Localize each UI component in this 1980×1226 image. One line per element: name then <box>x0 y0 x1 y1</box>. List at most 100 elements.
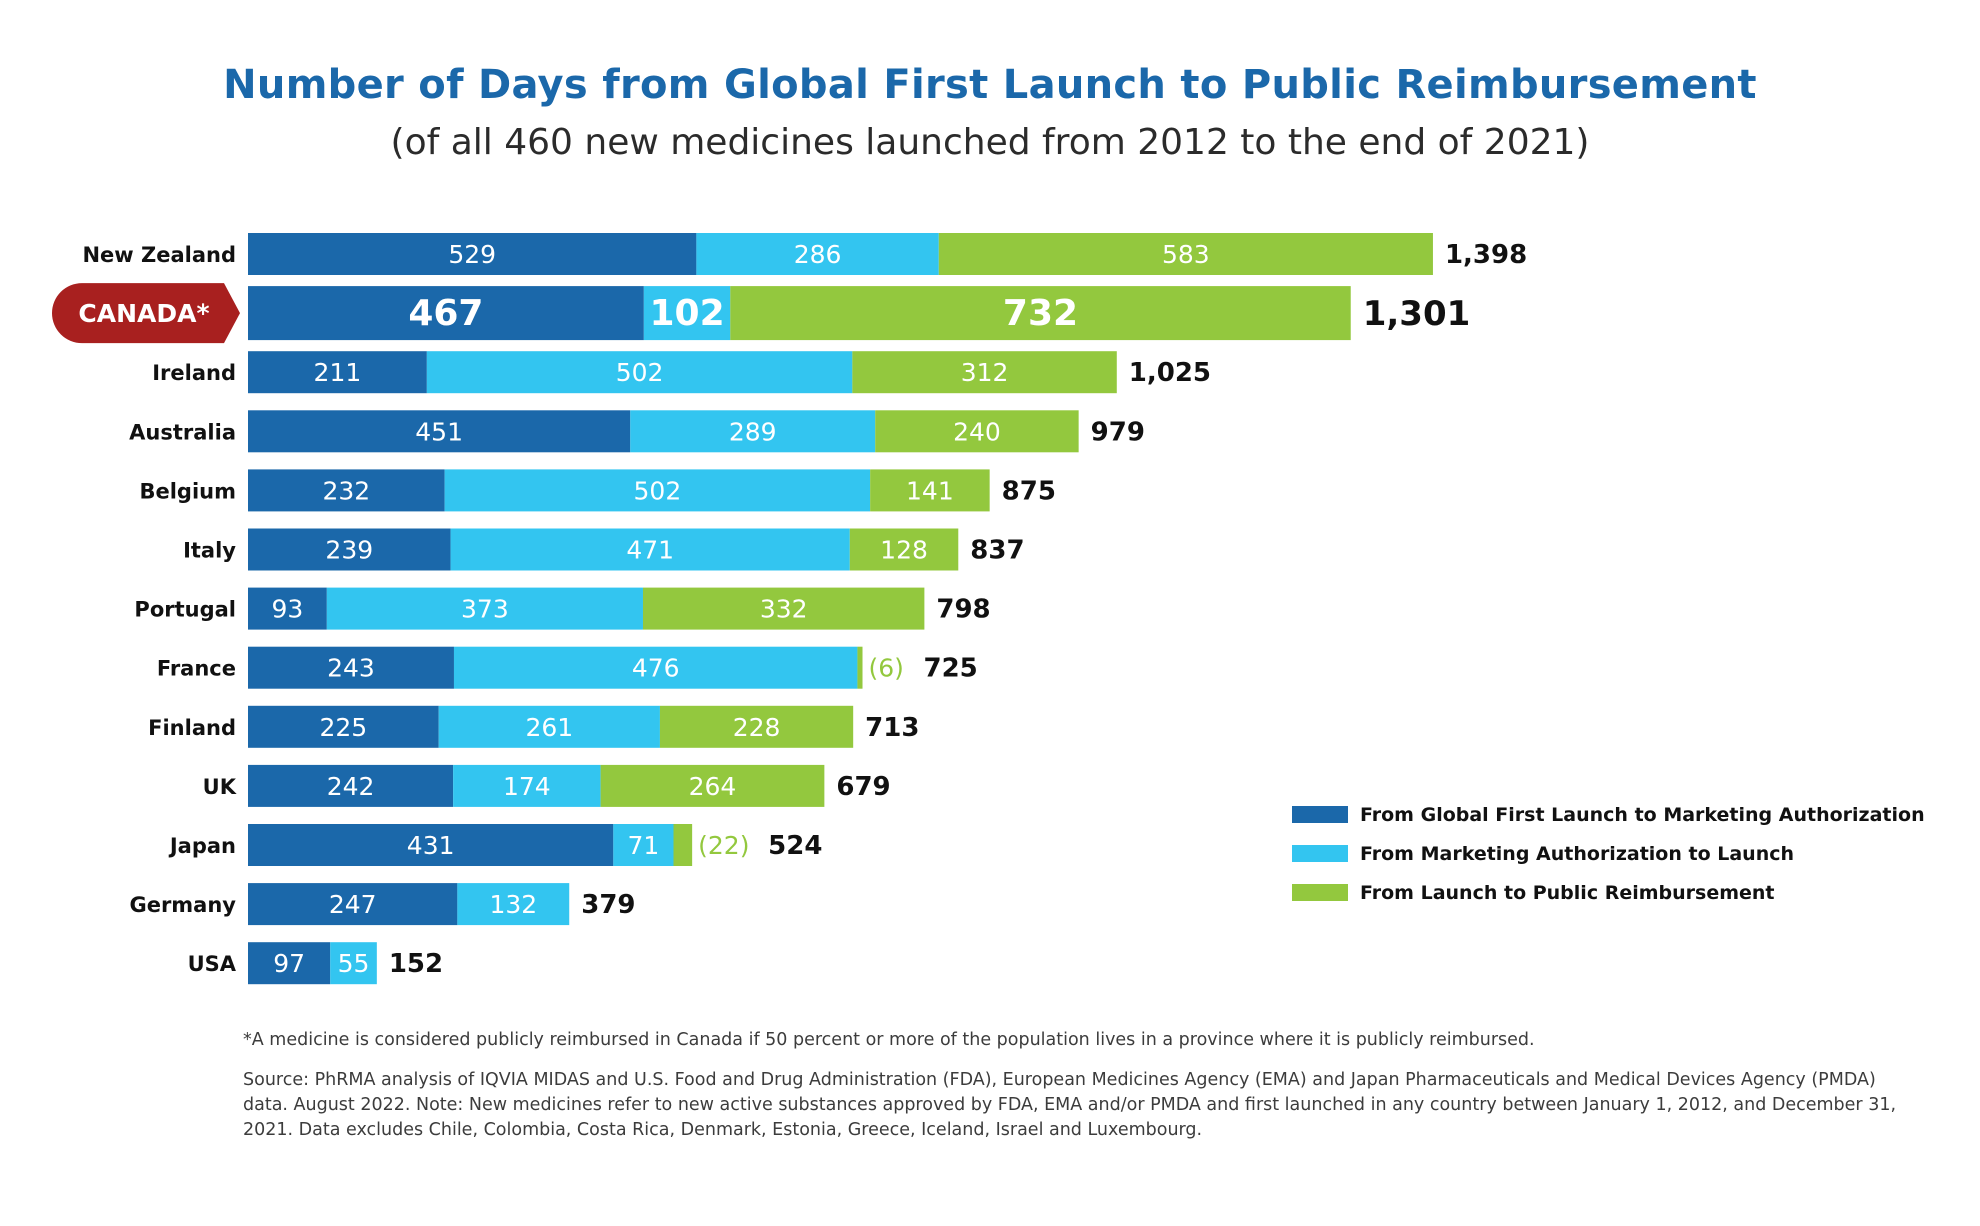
data-label: 211 <box>314 358 362 387</box>
legend-label: From Marketing Authorization to Launch <box>1360 843 1794 865</box>
data-label: 141 <box>906 476 954 505</box>
total-label: 713 <box>865 713 919 743</box>
legend-label: From Global First Launch to Marketing Au… <box>1360 804 1925 826</box>
total-label: 1,398 <box>1445 240 1527 270</box>
data-label: 502 <box>616 358 664 387</box>
category-label: CANADA* <box>78 299 209 328</box>
bar-segment <box>613 824 674 866</box>
bar-segment <box>248 286 644 341</box>
bar-segment <box>852 351 1117 394</box>
total-label: 875 <box>1002 476 1056 506</box>
bar-segment <box>248 764 454 807</box>
bar-segment <box>696 233 939 275</box>
data-label: 529 <box>448 240 496 269</box>
bar-segment <box>444 469 871 512</box>
bar-segment <box>248 587 327 630</box>
total-label: 379 <box>581 890 635 920</box>
bar-segment <box>643 286 731 341</box>
bar-segment <box>938 233 1433 275</box>
category-label: Belgium <box>139 479 236 503</box>
data-label: 476 <box>632 654 680 683</box>
total-label: 979 <box>1091 417 1145 447</box>
category-label: New Zealand <box>82 243 236 267</box>
category-label: France <box>157 657 236 681</box>
bar-segment <box>600 764 825 807</box>
legend-swatch <box>1292 845 1348 862</box>
data-label: 471 <box>626 536 674 565</box>
footnote-canada: *A medicine is considered publicly reimb… <box>243 1030 1535 1050</box>
data-label: 93 <box>272 595 304 624</box>
data-label: 583 <box>1162 240 1210 269</box>
bar-segment <box>426 351 853 394</box>
bar-segment <box>630 410 876 453</box>
legend-label: From Launch to Public Reimbursement <box>1360 882 1775 904</box>
data-label: 102 <box>649 293 724 334</box>
bar-segment <box>642 587 925 630</box>
data-label: (22) <box>698 831 749 860</box>
bar-segment <box>248 469 445 512</box>
bar-segment <box>457 883 570 926</box>
data-label: 128 <box>880 536 928 565</box>
bar-segment <box>730 286 1351 341</box>
category-label: Finland <box>148 716 236 740</box>
footnotes: *A medicine is considered publicly reimb… <box>243 1028 1903 1158</box>
data-label: 174 <box>503 772 551 801</box>
bar-segment <box>248 528 451 571</box>
data-label: 312 <box>961 358 1009 387</box>
data-label: 97 <box>273 949 305 978</box>
data-label: 264 <box>689 772 737 801</box>
bar-segment <box>450 528 850 571</box>
category-label: Portugal <box>134 598 236 622</box>
category-label: UK <box>203 775 237 799</box>
category-label: Ireland <box>152 361 236 385</box>
stacked-bar-chart: New Zealand 529 286 583 1,398 CANADA* 467 102 73… <box>52 233 1925 985</box>
canada-highlight-tag <box>52 283 241 344</box>
data-label: 502 <box>634 476 682 505</box>
bar-segment <box>438 705 660 748</box>
bar-segment <box>248 824 614 866</box>
data-label: 286 <box>794 240 842 269</box>
data-label: 373 <box>461 595 509 624</box>
data-label: 232 <box>322 476 370 505</box>
data-label: 132 <box>489 890 537 919</box>
bar-segment <box>659 705 854 748</box>
chart-title: Number of Days from Global First Launch … <box>223 62 1757 108</box>
bar-segment <box>870 469 990 512</box>
bar-segment <box>248 646 454 689</box>
total-label: 1,025 <box>1129 358 1211 388</box>
data-label: 240 <box>953 417 1001 446</box>
bar-segment <box>248 410 631 453</box>
category-label: Australia <box>129 420 236 444</box>
data-label: (6) <box>869 654 904 683</box>
data-label: 239 <box>325 536 373 565</box>
bar-segment <box>248 233 697 275</box>
data-label: 467 <box>408 293 483 334</box>
data-label: 71 <box>627 831 659 860</box>
category-label: Germany <box>129 893 236 917</box>
total-label: 679 <box>836 772 890 802</box>
bar-segment <box>330 942 377 985</box>
bar-segment <box>248 705 439 748</box>
bar-segment <box>248 351 427 394</box>
category-label: Japan <box>168 834 236 858</box>
data-label: 431 <box>407 831 455 860</box>
total-label: 524 <box>768 831 822 861</box>
data-label: 243 <box>327 654 375 683</box>
chart-subtitle: (of all 460 new medicines launched from … <box>390 122 1590 163</box>
total-label: 837 <box>970 536 1024 566</box>
total-label: 798 <box>936 595 990 625</box>
category-label: USA <box>188 952 237 976</box>
data-label: 55 <box>338 949 370 978</box>
data-label: 225 <box>319 713 367 742</box>
bar-segment <box>857 646 863 689</box>
data-label: 332 <box>760 595 808 624</box>
footnote-source: Source: PhRMA analysis of IQVIA MIDAS an… <box>243 1070 1897 1140</box>
bar-segment <box>326 587 643 630</box>
bar-segment <box>875 410 1079 453</box>
legend-swatch <box>1292 884 1348 901</box>
category-label: Italy <box>183 539 236 563</box>
bar-segment <box>453 646 858 689</box>
total-label: 725 <box>924 654 978 684</box>
bar-segment <box>453 764 601 807</box>
legend-swatch <box>1292 806 1348 823</box>
